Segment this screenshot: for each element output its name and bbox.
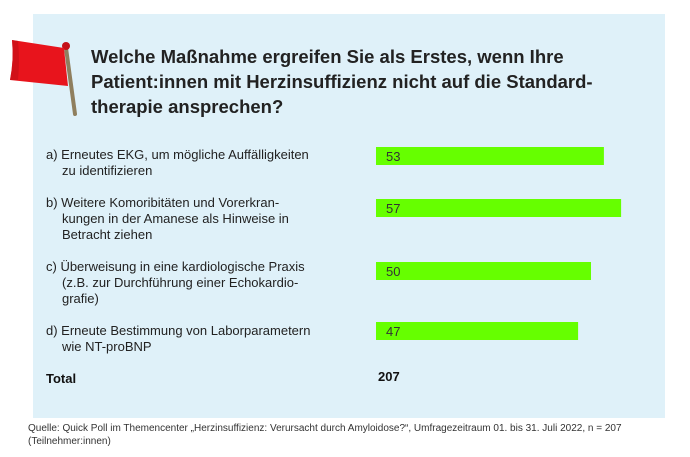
- title-line-1: Welche Maßnahme ergreifen Sie als Erstes…: [91, 46, 564, 67]
- bar-c: [376, 262, 591, 280]
- bar-b: [376, 199, 622, 217]
- total-value: 207: [378, 369, 400, 384]
- bar-value-b: 57: [386, 201, 400, 216]
- bar-a: [376, 147, 604, 165]
- total-label: Total: [46, 371, 77, 386]
- bar-value-c: 50: [386, 264, 400, 279]
- category-label-c: c) Überweisung in eine kardiologische Pr…: [46, 259, 305, 306]
- category-label-b: b) Weitere Komoribitäten und Vorerkran-k…: [46, 195, 289, 242]
- chart-title: Welche Maßnahme ergreifen Sie als Erstes…: [91, 44, 636, 119]
- bar-d: [376, 322, 579, 340]
- source-note: Quelle: Quick Poll im Themencenter „Herz…: [28, 423, 622, 447]
- title-line-2: Patient:innen mit Herzinsuffizienz nicht…: [91, 71, 593, 92]
- category-label-a: a) Erneutes EKG, um mögliche Auffälligke…: [46, 147, 309, 178]
- category-label-d: d) Erneute Bestimmung von Laborparameter…: [46, 323, 311, 354]
- flag-icon: [10, 40, 77, 116]
- bar-value-a: 53: [386, 149, 400, 164]
- title-line-3: therapie ansprechen?: [91, 96, 284, 117]
- bar-value-d: 47: [386, 324, 400, 339]
